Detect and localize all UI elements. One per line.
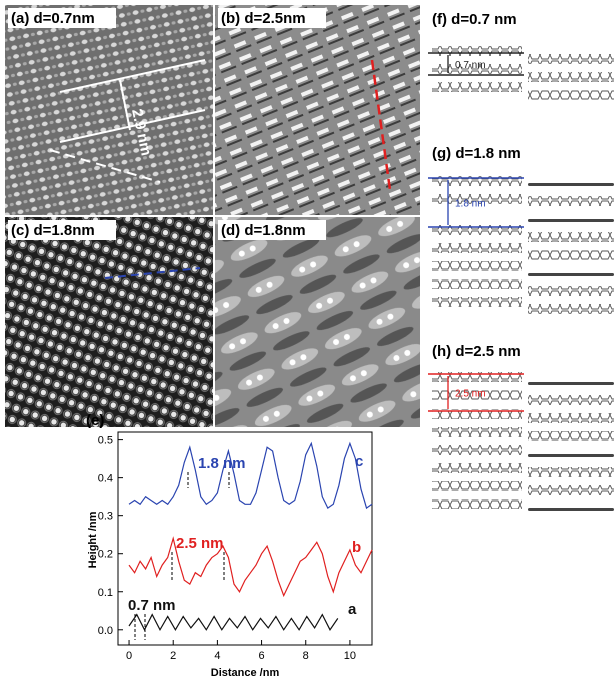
series-label: c: [355, 453, 363, 470]
data-line: [129, 443, 372, 508]
y-tick-label: 0.0: [98, 625, 113, 637]
schematic-title: (f) d=0.7 nm: [432, 11, 517, 28]
data-line: [129, 615, 338, 630]
stm-image: [5, 217, 213, 427]
molecule-row: [528, 72, 614, 82]
x-tick-label: 8: [303, 650, 309, 662]
molecule-row: [432, 243, 522, 253]
molecule-row-flat: [528, 219, 614, 222]
molecule-row: [432, 427, 522, 437]
figure: 2.9 nm (e)0.00.10.20.30.40.50246810Heigh…: [0, 0, 616, 687]
molecule-row: [432, 279, 522, 289]
molecule-row-flat: [528, 382, 614, 385]
y-tick-label: 0.5: [98, 435, 113, 447]
schematic-title: (h) d=2.5 nm: [432, 343, 521, 360]
x-tick-label: 0: [126, 650, 132, 662]
y-tick-label: 0.1: [98, 587, 113, 599]
panel-label: (c) d=1.8nm: [11, 222, 95, 239]
molecule-row-flat: [528, 183, 614, 186]
molecule-row: [528, 431, 614, 441]
molecule-row: [528, 395, 614, 405]
molecule-row: [432, 445, 522, 455]
molecule-row: [528, 54, 614, 64]
series-label: a: [348, 601, 357, 618]
molecule-row: [528, 485, 614, 495]
molecule-row: [432, 499, 522, 509]
stm-image: [5, 5, 213, 215]
panel-label: (e): [86, 412, 104, 429]
molecule-row: [528, 304, 614, 314]
x-tick-label: 6: [259, 650, 265, 662]
panel-label: (a) d=0.7nm: [11, 10, 95, 27]
molecule-row: [432, 481, 522, 491]
x-tick-label: 10: [344, 650, 356, 662]
molecule-row: [528, 413, 614, 423]
x-tick-label: 2: [170, 650, 176, 662]
molecule-row: [528, 90, 614, 100]
y-tick-label: 0.3: [98, 511, 113, 523]
panel-label: (d) d=1.8nm: [221, 222, 306, 239]
x-axis-label: Distance /nm: [211, 667, 280, 679]
molecule-row-flat: [528, 508, 614, 511]
molecule-row: [528, 232, 614, 242]
stm-image: [215, 217, 420, 427]
annotation: 0.7 nm: [128, 597, 176, 614]
molecule-row: [432, 46, 522, 56]
molecule-row: [528, 467, 614, 477]
spacing-label: 1.8 nm: [455, 199, 486, 210]
molecule-row: [528, 250, 614, 260]
molecule-row-flat: [528, 273, 614, 276]
data-line: [129, 539, 372, 596]
spacing-label: 0.7 nm: [455, 60, 486, 71]
y-tick-label: 0.4: [98, 473, 113, 485]
molecule-row: [432, 463, 522, 473]
molecule-row: [528, 286, 614, 296]
molecule-row: [528, 196, 614, 206]
x-tick-label: 4: [214, 650, 220, 662]
molecule-row: [432, 261, 522, 271]
schematic-title: (g) d=1.8 nm: [432, 145, 521, 162]
y-axis-label: Height /nm: [87, 511, 99, 568]
panel-label: (b) d=2.5nm: [221, 10, 306, 27]
annotation: 1.8 nm: [198, 455, 246, 472]
molecule-row: [432, 297, 522, 307]
annotation: 2.5 nm: [176, 535, 224, 552]
molecule-row-flat: [528, 454, 614, 457]
y-tick-label: 0.2: [98, 549, 113, 561]
molecule-row: [432, 82, 522, 92]
series-label: b: [352, 539, 361, 556]
spacing-label: 2.5 nm: [455, 389, 486, 400]
